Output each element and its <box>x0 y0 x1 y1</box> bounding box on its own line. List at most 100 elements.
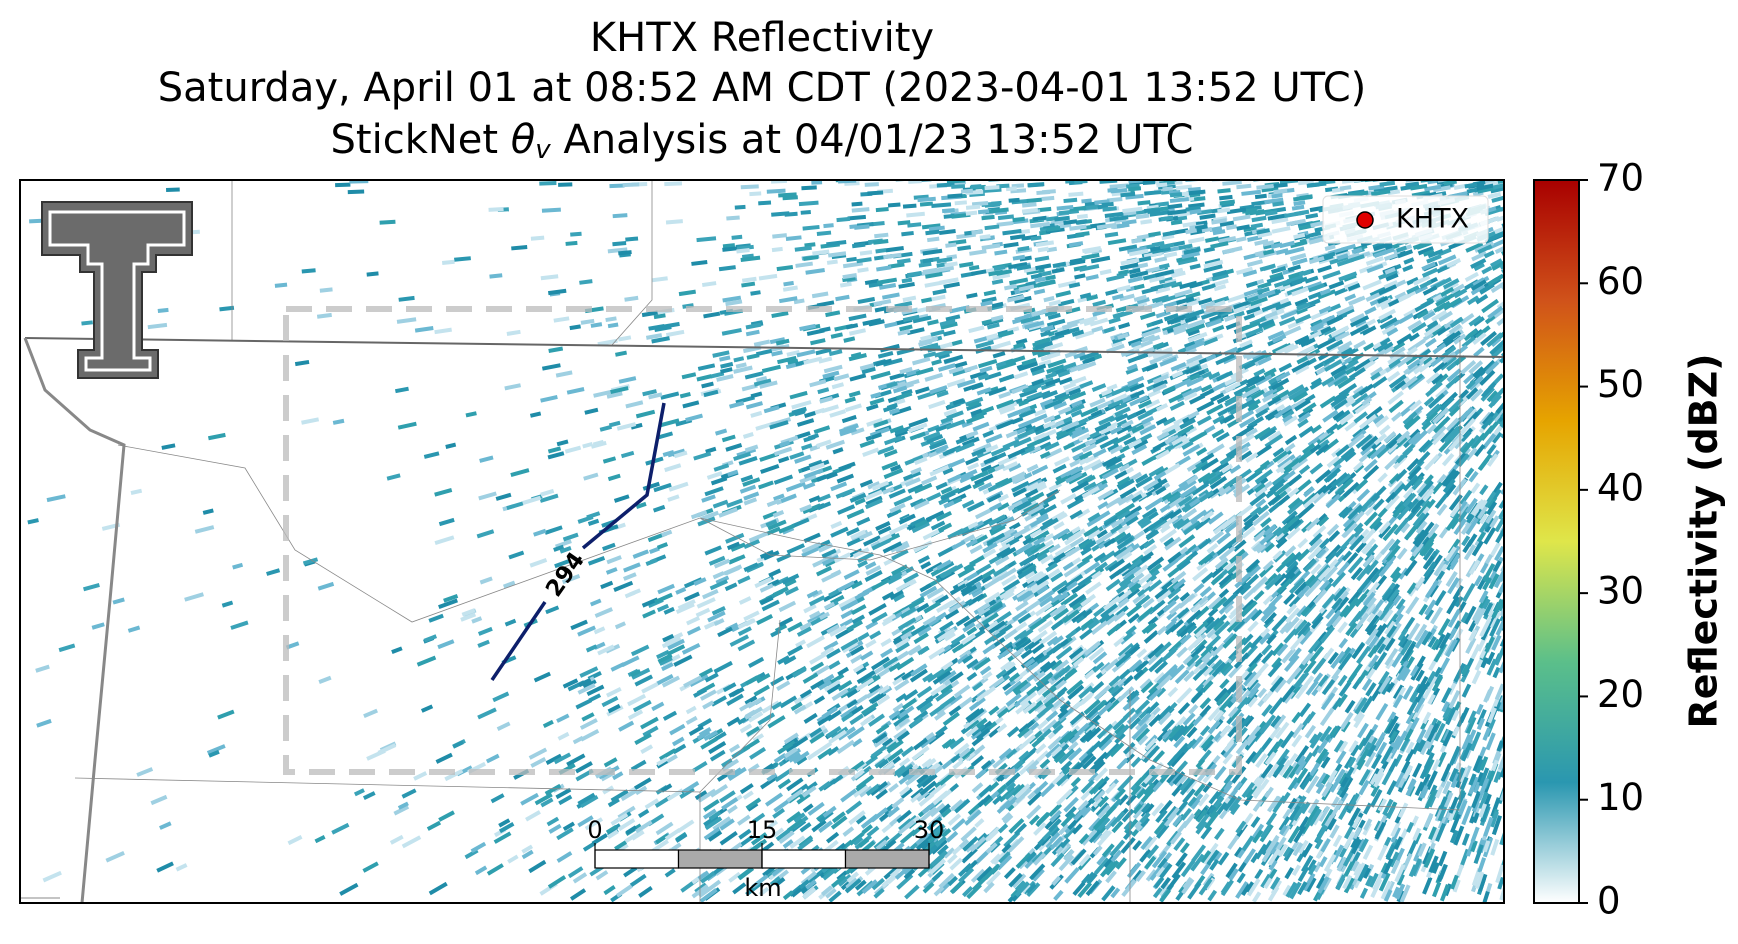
radar-echo <box>1395 883 1406 900</box>
radar-echo <box>1243 671 1254 682</box>
radar-echo <box>582 679 597 689</box>
map: 294 KHTX km 0 15 30 <box>20 180 1504 903</box>
radar-echo <box>1311 745 1322 758</box>
radar-echo <box>896 258 911 265</box>
radar-echo <box>1123 505 1143 519</box>
radar-echo <box>802 224 820 231</box>
radar-echo <box>1059 775 1071 787</box>
radar-echo <box>750 832 768 846</box>
radar-echo <box>1168 724 1185 742</box>
radar-echo <box>1145 869 1157 882</box>
radar-echo <box>1184 543 1198 556</box>
radar-echo <box>1003 831 1021 848</box>
radar-echo <box>960 188 974 194</box>
radar-echo <box>1388 538 1401 553</box>
radar-echo <box>1046 364 1065 374</box>
radar-echo <box>907 483 924 494</box>
radar-echo <box>904 884 920 900</box>
radar-echo <box>1132 840 1143 851</box>
radar-echo <box>1393 613 1404 626</box>
radar-echo <box>575 698 593 710</box>
radar-echo <box>1271 217 1289 225</box>
radar-echo <box>1184 779 1198 794</box>
radar-echo <box>1057 280 1077 288</box>
radar-echo <box>617 335 632 342</box>
radar-echo <box>849 713 864 726</box>
radar-echo <box>1215 431 1230 443</box>
radar-echo <box>1014 880 1026 892</box>
radar-echo <box>1000 660 1013 672</box>
radar-echo <box>702 588 719 600</box>
radar-echo <box>1215 541 1233 556</box>
radar-echo <box>999 405 1016 415</box>
radar-echo <box>840 705 859 719</box>
radar-echo <box>758 200 772 206</box>
radar-echo <box>1244 384 1257 394</box>
radar-echo <box>889 372 905 381</box>
radar-echo <box>1074 330 1095 340</box>
radar-echo <box>985 870 1002 886</box>
radar-echo <box>773 493 785 502</box>
radar-echo <box>1158 351 1173 361</box>
radar-echo <box>769 337 786 345</box>
radar-echo <box>665 329 685 338</box>
radar-echo <box>757 480 774 490</box>
radar-echo <box>931 359 942 366</box>
radar-echo <box>704 816 723 831</box>
radar-echo <box>1271 657 1282 669</box>
radar-echo <box>1094 561 1108 573</box>
radar-echo <box>887 262 905 269</box>
radar-echo <box>510 468 530 477</box>
radar-echo <box>1103 326 1115 334</box>
radar-echo <box>911 521 930 534</box>
radar-echo <box>434 327 452 335</box>
radar-echo <box>697 363 716 371</box>
radar-echo <box>1066 679 1084 696</box>
radar-echo <box>1161 233 1175 241</box>
radar-echo <box>915 834 934 851</box>
radar-echo <box>1375 741 1388 759</box>
radar-echo <box>1068 536 1085 549</box>
radar-echo <box>961 847 978 864</box>
radar-echo <box>1206 542 1219 554</box>
radar-echo <box>347 189 365 195</box>
radar-echo <box>1087 772 1100 784</box>
radar-echo <box>1267 330 1285 341</box>
radar-echo <box>1173 240 1186 247</box>
radar-echo <box>1207 596 1223 610</box>
radar-echo <box>1464 467 1475 479</box>
radar-echo <box>1434 589 1447 607</box>
radar-echo <box>1135 475 1153 489</box>
radar-echo <box>1452 879 1461 893</box>
radar-echo <box>858 785 873 798</box>
radar-echo <box>1490 185 1504 194</box>
radar-echo <box>768 568 782 578</box>
radar-echo <box>738 596 752 605</box>
radar-echo <box>1051 696 1066 710</box>
radar-echo <box>935 687 953 702</box>
radar-echo <box>1183 670 1196 683</box>
radar-echo <box>1192 664 1209 682</box>
radar-echo <box>714 731 727 741</box>
radar-echo <box>1115 419 1128 428</box>
radar-echo <box>1142 597 1155 609</box>
radar-echo <box>1276 643 1289 657</box>
radar-echo <box>1348 845 1361 864</box>
radar-echo <box>1175 455 1191 467</box>
radar-echo <box>859 362 876 371</box>
radar-echo <box>1488 573 1500 590</box>
radar-echo <box>1046 318 1066 328</box>
radar-echo <box>1189 509 1208 525</box>
radar-echo <box>729 634 750 647</box>
radar-echo <box>1082 356 1096 365</box>
radar-echo <box>640 744 654 754</box>
radar-echo <box>846 535 864 547</box>
radar-echo <box>848 353 867 362</box>
radar-echo <box>1189 228 1205 236</box>
radar-echo <box>1099 424 1117 435</box>
radar-echo <box>1356 488 1371 502</box>
radar-echo <box>1294 745 1310 764</box>
radar-echo <box>1471 251 1488 262</box>
radar-echo <box>943 847 956 859</box>
